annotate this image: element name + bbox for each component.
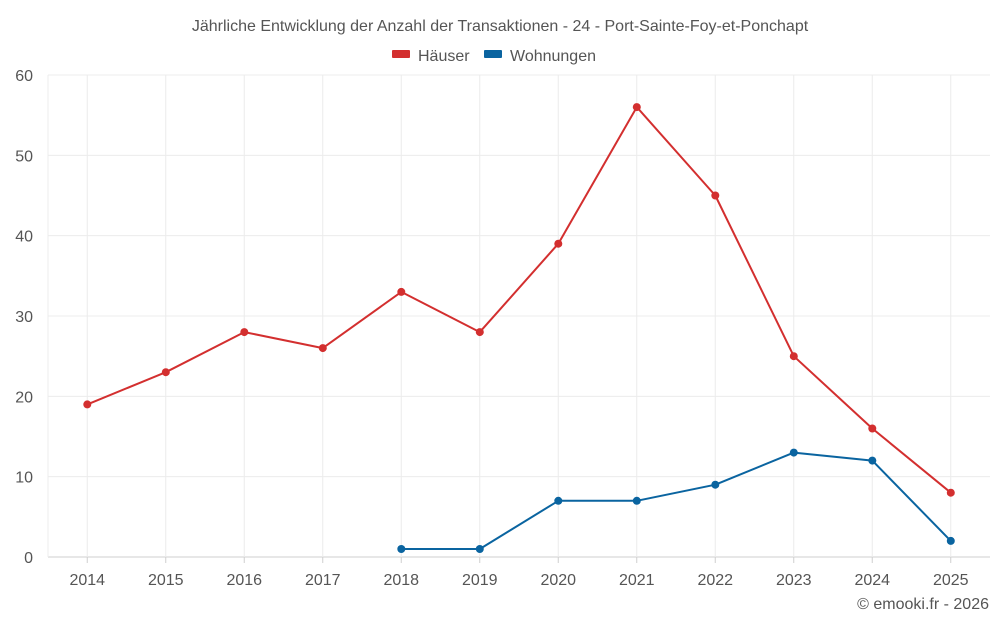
data-point-haeuser[interactable] (240, 328, 249, 337)
data-point-wohnungen[interactable] (475, 545, 484, 553)
gridlines (47, 74, 990, 563)
legend-label-haeuser: Häuser (418, 48, 470, 65)
y-tick-label: 40 (15, 229, 33, 246)
data-point-haeuser[interactable] (397, 287, 406, 296)
y-axis-ticks: 0 10 20 30 40 50 60 (15, 68, 33, 567)
series-line-wohnungen[interactable] (401, 451, 952, 550)
x-tick-label: 2024 (854, 572, 890, 589)
chart-title: Jährliche Entwicklung der Anzahl der Tra… (192, 18, 809, 35)
x-tick-label: 2019 (462, 572, 498, 589)
data-point-haeuser[interactable] (554, 239, 563, 248)
series-line-haeuser[interactable] (86, 106, 952, 494)
x-tick-label: 2016 (226, 572, 262, 589)
data-point-haeuser[interactable] (318, 344, 327, 353)
x-axis-ticks: 2014 2015 2016 2017 2018 2019 2020 2021 2022 2023… (69, 572, 968, 589)
data-point-wohnungen[interactable] (554, 496, 563, 505)
data-point-haeuser[interactable] (475, 328, 484, 337)
x-tick-label: 2018 (383, 572, 419, 589)
legend-item-haeuser[interactable]: Häuser (392, 48, 470, 65)
data-point-wohnungen[interactable] (632, 496, 641, 505)
x-tick-label: 2021 (619, 572, 655, 589)
series-points (83, 103, 955, 553)
data-point-haeuser[interactable] (632, 103, 641, 112)
data-point-wohnungen[interactable] (868, 456, 877, 465)
data-point-haeuser[interactable] (711, 191, 720, 200)
x-tick-label: 2022 (697, 572, 733, 589)
data-point-haeuser[interactable] (83, 400, 92, 409)
y-tick-label: 30 (15, 309, 33, 326)
data-point-haeuser[interactable] (161, 368, 170, 377)
credit-text: © emooki.fr - 2026 (857, 596, 989, 613)
x-tick-label: 2014 (69, 572, 105, 589)
data-point-haeuser[interactable] (868, 424, 877, 433)
x-tick-label: 2015 (148, 572, 184, 589)
y-tick-label: 0 (24, 550, 33, 567)
data-point-wohnungen[interactable] (946, 536, 955, 545)
y-tick-label: 20 (15, 389, 33, 406)
y-tick-label: 10 (15, 470, 33, 487)
x-tick-label: 2020 (540, 572, 576, 589)
data-point-haeuser[interactable] (946, 488, 955, 497)
legend-swatch-haeuser (392, 50, 410, 58)
data-point-wohnungen[interactable] (397, 545, 406, 553)
data-point-wohnungen[interactable] (711, 480, 720, 489)
legend[interactable]: Häuser Wohnungen (392, 48, 596, 65)
legend-label-wohnungen: Wohnungen (510, 48, 596, 65)
x-tick-label: 2025 (933, 572, 969, 589)
data-point-haeuser[interactable] (789, 352, 798, 361)
legend-item-wohnungen[interactable]: Wohnungen (484, 48, 596, 65)
x-tick-label: 2023 (776, 572, 812, 589)
x-tick-label: 2017 (305, 572, 341, 589)
series-lines (86, 106, 952, 550)
y-tick-label: 50 (15, 148, 33, 165)
y-tick-label: 60 (15, 68, 33, 85)
legend-swatch-wohnungen (484, 50, 502, 58)
data-point-wohnungen[interactable] (789, 448, 798, 457)
